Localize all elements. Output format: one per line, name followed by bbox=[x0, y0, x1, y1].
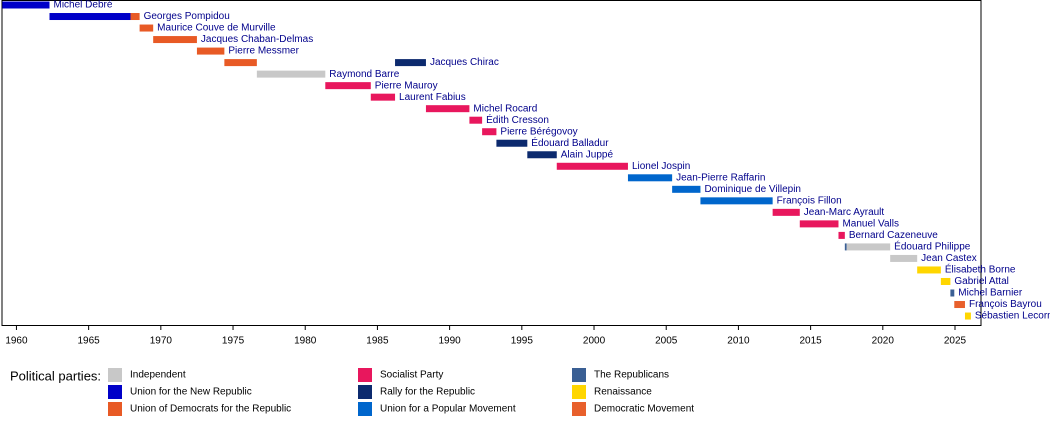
term-bar bbox=[772, 208, 800, 216]
term-bar bbox=[153, 36, 197, 44]
pm-label: Lionel Jospin bbox=[632, 161, 690, 172]
legend-swatch bbox=[358, 402, 372, 416]
legend-swatch bbox=[108, 368, 122, 382]
pm-label: Jacques Chirac bbox=[430, 57, 499, 68]
term-bar bbox=[139, 24, 154, 32]
term-bar bbox=[325, 82, 371, 90]
pm-label: Pierre Messmer bbox=[228, 46, 299, 57]
term-bar bbox=[950, 289, 955, 297]
x-tick-label: 1965 bbox=[78, 336, 101, 347]
term-bar bbox=[964, 312, 971, 320]
term-bar bbox=[425, 105, 470, 113]
pm-label: François Fillon bbox=[777, 195, 842, 206]
legend-title: Political parties: bbox=[10, 368, 101, 383]
pm-label: Laurent Fabius bbox=[399, 92, 466, 103]
legend-label: Union for the New Republic bbox=[130, 387, 252, 398]
term-bar bbox=[556, 162, 628, 170]
pm-label: Édith Cresson bbox=[486, 113, 549, 126]
term-bar bbox=[370, 93, 396, 101]
pm-label: Dominique de Villepin bbox=[704, 184, 801, 195]
legend-swatch bbox=[108, 385, 122, 399]
x-tick-label: 1975 bbox=[222, 336, 245, 347]
legend-label: Independent bbox=[130, 370, 186, 381]
x-tick-label: 1995 bbox=[511, 336, 534, 347]
legend-label: Democratic Movement bbox=[594, 404, 694, 415]
x-tick-label: 2010 bbox=[727, 336, 750, 347]
term-bar bbox=[954, 301, 965, 309]
pm-label: Gabriel Attal bbox=[954, 276, 1008, 287]
legend-swatch bbox=[572, 368, 586, 382]
pm-label: Georges Pompidou bbox=[144, 11, 230, 22]
legend-label: Union of Democrats for the Republic bbox=[130, 404, 291, 415]
legend-swatch bbox=[108, 402, 122, 416]
pm-label: Raymond Barre bbox=[329, 69, 399, 80]
term-bar bbox=[700, 197, 773, 205]
term-bar bbox=[838, 231, 845, 239]
legend-swatch bbox=[358, 368, 372, 382]
term-bar bbox=[49, 13, 131, 21]
pm-label: Édouard Philippe bbox=[894, 240, 971, 253]
pm-label: Jean-Marc Ayrault bbox=[804, 207, 885, 218]
pm-label: Sébastien Lecornu bbox=[975, 311, 1050, 322]
term-bar bbox=[672, 185, 701, 193]
pm-label: Jean-Pierre Raffarin bbox=[676, 172, 765, 183]
legend-label: Rally for the Republic bbox=[380, 387, 475, 398]
pm-label: Michel Rocard bbox=[473, 103, 537, 114]
term-bar bbox=[256, 70, 326, 78]
term-bar bbox=[844, 243, 847, 251]
x-tick-label: 2025 bbox=[944, 336, 967, 347]
x-tick-label: 2015 bbox=[799, 336, 822, 347]
plot-frame bbox=[1, 0, 982, 326]
term-bar bbox=[846, 243, 891, 251]
legend-label: Union for a Popular Movement bbox=[380, 404, 516, 415]
x-tick-label: 2000 bbox=[583, 336, 606, 347]
term-bar bbox=[940, 277, 951, 285]
term-bar bbox=[527, 151, 557, 159]
pm-label: Maurice Couve de Murville bbox=[157, 23, 276, 34]
legend-swatch bbox=[358, 385, 372, 399]
term-bar bbox=[917, 266, 941, 274]
x-tick-label: 1970 bbox=[150, 336, 173, 347]
pm-label: Jean Castex bbox=[921, 253, 977, 264]
x-tick-label: 1990 bbox=[439, 336, 462, 347]
legend-swatch bbox=[572, 402, 586, 416]
pm-label: Alain Juppé bbox=[561, 149, 614, 160]
x-tick-label: 1980 bbox=[294, 336, 317, 347]
x-tick-label: 2020 bbox=[872, 336, 895, 347]
x-tick-label: 1960 bbox=[5, 336, 28, 347]
pm-label: Bernard Cazeneuve bbox=[849, 230, 938, 241]
term-bar bbox=[2, 1, 50, 9]
term-bar bbox=[224, 59, 257, 67]
pm-label: Manuel Valls bbox=[842, 219, 899, 230]
legend-label: Renaissance bbox=[594, 387, 652, 398]
term-bar bbox=[890, 254, 918, 262]
pm-label: Michel Debré bbox=[54, 0, 113, 11]
legend-label: Socialist Party bbox=[380, 370, 443, 381]
term-bar bbox=[130, 13, 140, 21]
legend-label: The Republicans bbox=[594, 370, 669, 381]
legend-swatch bbox=[572, 385, 586, 399]
pm-label: Michel Barnier bbox=[958, 288, 1023, 299]
term-bar bbox=[627, 174, 673, 182]
pm-label: François Bayrou bbox=[969, 299, 1042, 310]
pm-label: Édouard Balladur bbox=[531, 136, 609, 149]
term-bar bbox=[496, 139, 528, 147]
term-bar bbox=[482, 128, 497, 136]
pm-label: Jacques Chaban-Delmas bbox=[201, 34, 313, 45]
term-bar bbox=[395, 59, 426, 67]
x-tick-label: 2005 bbox=[655, 336, 678, 347]
pm-label: Élisabeth Borne bbox=[945, 263, 1016, 276]
term-bar bbox=[196, 47, 225, 55]
term-bar bbox=[799, 220, 839, 228]
pm-label: Pierre Mauroy bbox=[375, 80, 438, 91]
pm-label: Pierre Bérégovoy bbox=[500, 126, 577, 137]
x-tick-label: 1985 bbox=[366, 336, 389, 347]
term-bar bbox=[469, 116, 483, 124]
